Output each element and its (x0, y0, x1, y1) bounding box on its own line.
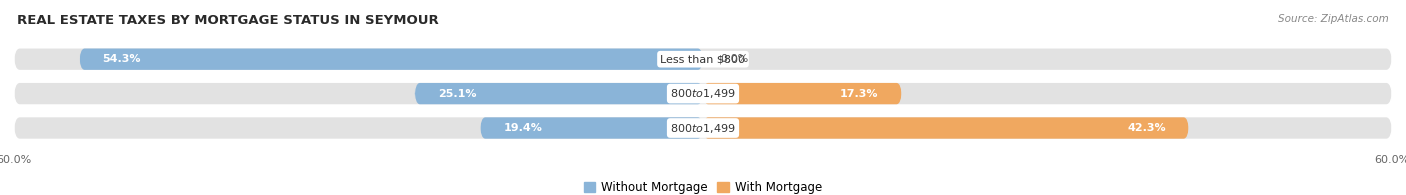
Text: $800 to $1,499: $800 to $1,499 (671, 87, 735, 100)
Text: $800 to $1,499: $800 to $1,499 (671, 121, 735, 135)
FancyBboxPatch shape (80, 49, 703, 70)
Text: 19.4%: 19.4% (503, 123, 543, 133)
Legend: Without Mortgage, With Mortgage: Without Mortgage, With Mortgage (579, 176, 827, 195)
FancyBboxPatch shape (14, 117, 1392, 139)
FancyBboxPatch shape (415, 83, 703, 104)
FancyBboxPatch shape (14, 83, 1392, 104)
FancyBboxPatch shape (481, 117, 703, 139)
FancyBboxPatch shape (703, 117, 1188, 139)
FancyBboxPatch shape (703, 83, 901, 104)
Text: 54.3%: 54.3% (103, 54, 141, 64)
Text: REAL ESTATE TAXES BY MORTGAGE STATUS IN SEYMOUR: REAL ESTATE TAXES BY MORTGAGE STATUS IN … (17, 14, 439, 27)
Text: 0.0%: 0.0% (720, 54, 748, 64)
Text: 25.1%: 25.1% (437, 89, 477, 99)
Text: Source: ZipAtlas.com: Source: ZipAtlas.com (1278, 14, 1389, 24)
Text: Less than $800: Less than $800 (661, 54, 745, 64)
FancyBboxPatch shape (14, 49, 1392, 70)
Text: 17.3%: 17.3% (841, 89, 879, 99)
Text: 42.3%: 42.3% (1128, 123, 1166, 133)
